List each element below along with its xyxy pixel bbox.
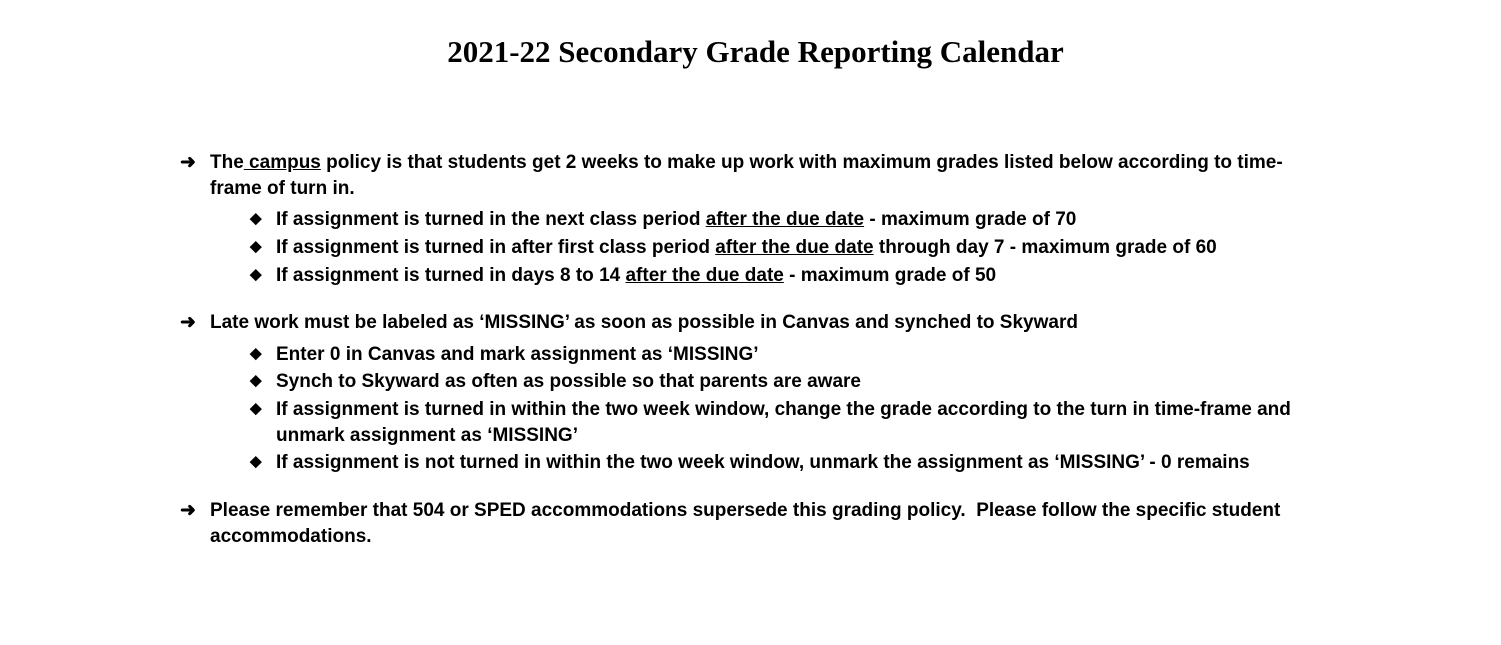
text-segment: through day 7 - maximum grade of 60 bbox=[874, 237, 1217, 258]
document-page: 2021-22 Secondary Grade Reporting Calend… bbox=[0, 0, 1501, 645]
campus-policy-bullets: If assignment is turned in the next clas… bbox=[180, 207, 1331, 288]
text-segment: If assignment is turned in days 8 to 14 bbox=[276, 265, 625, 286]
text-segment: - maximum grade of 50 bbox=[784, 265, 996, 286]
list-item: Enter 0 in Canvas and mark assignment as… bbox=[276, 342, 1331, 368]
text-segment: policy is that students get 2 weeks to m… bbox=[210, 152, 1283, 199]
list-item: If assignment is turned in within the tw… bbox=[276, 397, 1331, 448]
content-body: The campus policy is that students get 2… bbox=[180, 150, 1331, 549]
text-segment: - maximum grade of 70 bbox=[864, 209, 1076, 230]
policy-section-missing: Late work must be labeled as ‘MISSING’ a… bbox=[180, 310, 1331, 476]
underlined-text: after the due date bbox=[715, 237, 873, 258]
campus-policy-lead: The campus policy is that students get 2… bbox=[180, 150, 1331, 201]
text-segment: If assignment is turned in the next clas… bbox=[276, 209, 706, 230]
policy-section-campus: The campus policy is that students get 2… bbox=[180, 150, 1331, 288]
list-item: Synch to Skyward as often as possible so… bbox=[276, 369, 1331, 395]
list-item: If assignment is not turned in within th… bbox=[276, 450, 1331, 476]
underlined-text: after the due date bbox=[625, 265, 783, 286]
missing-policy-bullets: Enter 0 in Canvas and mark assignment as… bbox=[180, 342, 1331, 476]
list-item: If assignment is turned in the next clas… bbox=[276, 207, 1331, 233]
list-item: If assignment is turned in after first c… bbox=[276, 235, 1331, 261]
text-segment: If assignment is turned in after first c… bbox=[276, 237, 715, 258]
missing-policy-lead: Late work must be labeled as ‘MISSING’ a… bbox=[180, 310, 1331, 336]
text-segment: The bbox=[210, 152, 244, 173]
list-item: If assignment is turned in days 8 to 14 … bbox=[276, 263, 1331, 289]
page-title: 2021-22 Secondary Grade Reporting Calend… bbox=[180, 34, 1331, 70]
underlined-text: campus bbox=[244, 152, 321, 173]
accommodations-lead: Please remember that 504 or SPED accommo… bbox=[180, 498, 1331, 549]
underlined-text: after the due date bbox=[706, 209, 864, 230]
policy-section-accommodations: Please remember that 504 or SPED accommo… bbox=[180, 498, 1331, 549]
